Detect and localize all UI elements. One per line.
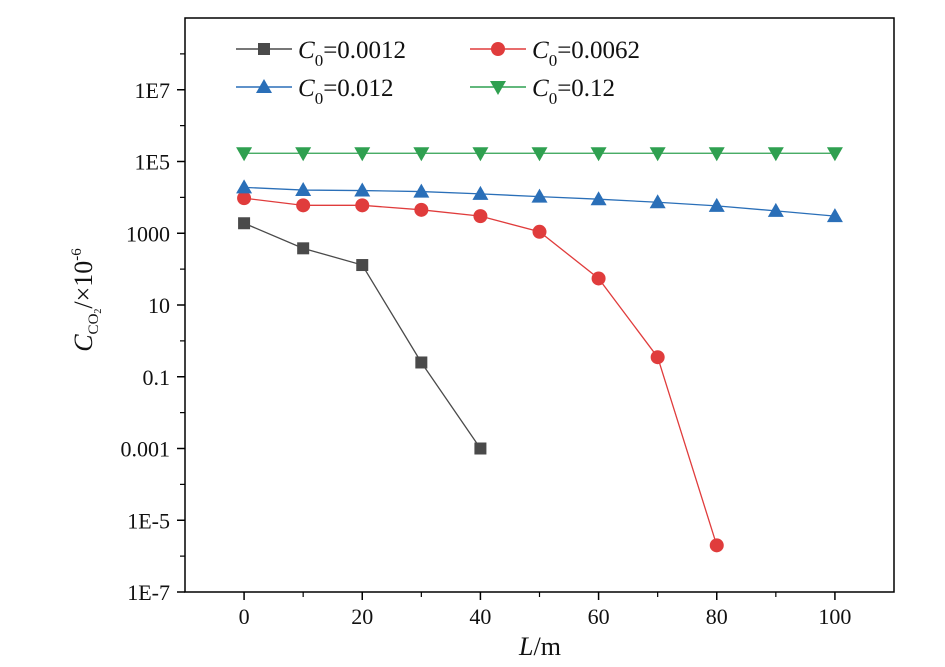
series-0 <box>238 217 487 455</box>
data-point <box>236 147 253 162</box>
y-axis-title-subsub: 2 <box>93 309 104 314</box>
legend-label-sub: 0 <box>549 51 558 70</box>
legend-marker <box>258 43 270 55</box>
data-point <box>472 147 489 162</box>
x-axis-title-var: L <box>518 632 533 661</box>
legend-label: C0=0.0012 <box>298 37 406 70</box>
data-point <box>297 242 310 255</box>
data-point <box>826 147 843 162</box>
x-tick-label: 40 <box>469 604 491 629</box>
x-axis-title-unit: /m <box>534 632 561 661</box>
data-point <box>767 147 784 162</box>
y-tick-label: 10 <box>148 293 170 318</box>
y-axis-title-exp: -6 <box>69 248 85 261</box>
data-point <box>238 217 251 230</box>
legend-label-sub: 0 <box>315 89 324 108</box>
y-tick-label: 1E5 <box>135 150 170 175</box>
data-point <box>709 538 724 553</box>
legend-item: C0=0.12 <box>470 75 615 108</box>
data-point <box>237 191 252 206</box>
data-point <box>473 209 488 224</box>
legend-label: C0=0.012 <box>298 75 394 108</box>
series-line <box>244 197 718 546</box>
series-1 <box>237 191 724 553</box>
x-tick-label: 100 <box>818 604 851 629</box>
data-point <box>767 202 784 217</box>
data-point <box>356 259 369 272</box>
legend-label-sub: 0 <box>315 51 324 70</box>
legend-item: C0=0.0062 <box>470 37 640 70</box>
data-point <box>531 147 548 162</box>
legend-label: C0=0.12 <box>532 75 615 108</box>
x-axis: 0 20 40 60 80 100 <box>239 592 851 629</box>
data-point <box>591 271 606 286</box>
x-tick-label: 0 <box>239 604 250 629</box>
x-tick-label: 80 <box>706 604 728 629</box>
legend-label: C0=0.0062 <box>532 37 640 70</box>
y-axis-title-var: C <box>69 334 98 352</box>
y-axis-title: CCO2/×10-6 <box>69 248 104 352</box>
series-2 <box>236 179 843 223</box>
data-point <box>708 197 725 212</box>
data-point <box>355 198 370 213</box>
data-point <box>649 194 666 209</box>
data-point <box>708 147 725 162</box>
series-line <box>243 222 481 449</box>
series-3 <box>236 147 843 162</box>
data-point <box>236 179 253 194</box>
data-point <box>413 183 430 198</box>
legend-marker <box>491 42 505 56</box>
y-tick-label: 0.001 <box>121 437 171 462</box>
y-axis: 1E-7 1E-5 0.001 0.1 10 1000 1E5 1E7 <box>121 53 185 605</box>
data-point <box>472 185 489 200</box>
data-point <box>354 147 371 162</box>
legend-label-var: C <box>298 75 315 102</box>
legend-label-var: C <box>532 37 549 64</box>
data-point <box>474 442 487 455</box>
data-point <box>295 182 312 197</box>
legend-label-value: =0.0062 <box>557 37 640 64</box>
data-point <box>532 224 547 239</box>
data-point <box>415 356 428 369</box>
y-tick-label: 1E-7 <box>127 580 170 605</box>
y-tick-label: 1E-5 <box>127 508 170 533</box>
legend-item: C0=0.0012 <box>236 37 406 70</box>
legend-marker <box>490 81 506 95</box>
legend-item: C0=0.012 <box>236 75 394 108</box>
data-point <box>354 182 371 197</box>
data-point <box>650 350 665 365</box>
data-point <box>590 147 607 162</box>
legend-marker <box>256 79 272 93</box>
data-point <box>649 147 666 162</box>
x-tick-label: 20 <box>351 604 373 629</box>
legend-label-value: =0.12 <box>557 75 615 102</box>
legend-label-var: C <box>298 37 315 64</box>
legend-label-value: =0.0012 <box>323 37 406 64</box>
data-point <box>295 147 312 162</box>
legend-label-sub: 0 <box>549 89 558 108</box>
y-tick-label: 1E7 <box>135 78 170 103</box>
data-point <box>413 147 430 162</box>
x-axis-title: L/m <box>518 632 561 661</box>
y-tick-label: 1000 <box>126 221 170 246</box>
data-point <box>531 188 548 203</box>
legend-label-value: =0.012 <box>323 75 393 102</box>
y-axis-title-sub: CO <box>86 313 102 334</box>
data-point <box>296 198 311 213</box>
data-point <box>826 208 843 223</box>
data-point <box>590 191 607 206</box>
series-layer <box>236 147 843 553</box>
legend-label-var: C <box>532 75 549 102</box>
x-tick-label: 60 <box>588 604 610 629</box>
data-point <box>414 202 429 217</box>
y-axis-title-unit: /×10 <box>69 261 98 309</box>
y-tick-label: 0.1 <box>143 365 171 390</box>
plot-frame <box>184 17 895 593</box>
